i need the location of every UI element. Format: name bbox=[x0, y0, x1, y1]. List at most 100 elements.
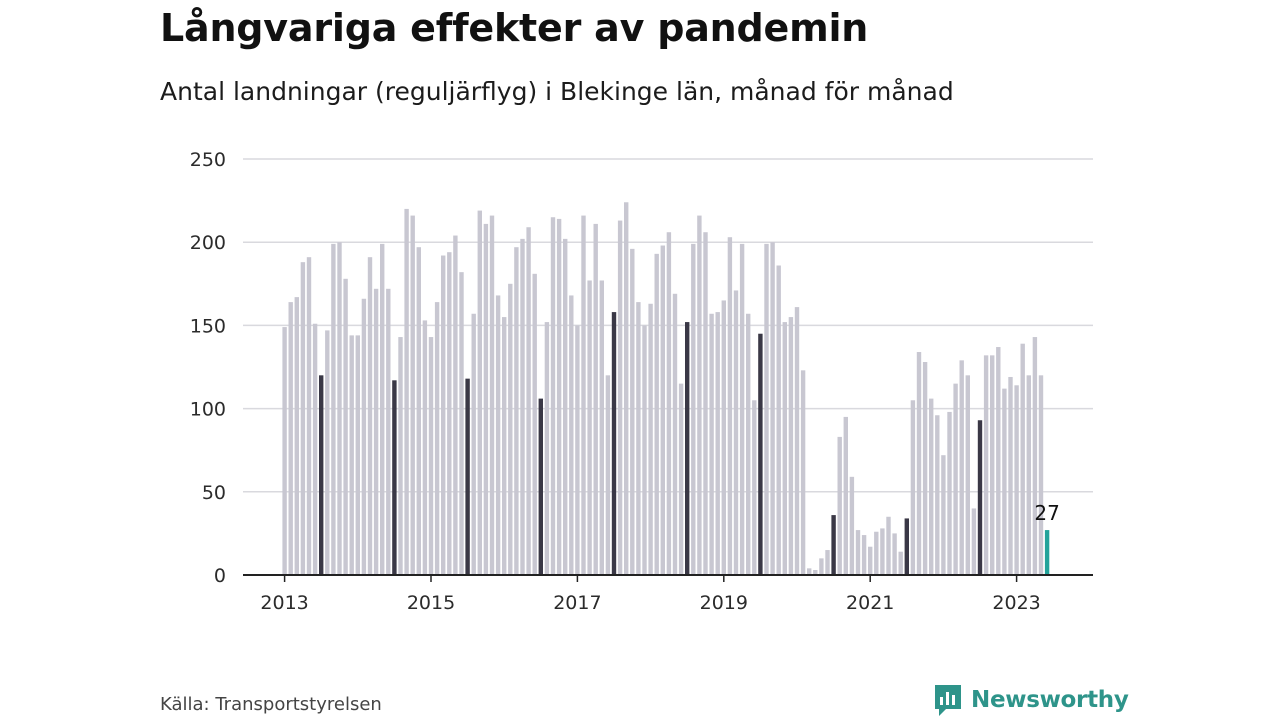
bar bbox=[794, 307, 800, 575]
bar bbox=[563, 238, 568, 575]
bar bbox=[447, 252, 452, 575]
bar bbox=[526, 227, 531, 575]
bar bbox=[685, 322, 690, 575]
bar bbox=[617, 220, 623, 575]
bar bbox=[544, 322, 550, 575]
bar bbox=[465, 378, 470, 575]
bar bbox=[331, 243, 336, 575]
bar bbox=[380, 243, 385, 575]
bar bbox=[1038, 375, 1044, 575]
y-tick-label: 150 bbox=[190, 315, 226, 337]
bar bbox=[953, 383, 958, 575]
bar bbox=[410, 215, 415, 576]
bar bbox=[593, 223, 598, 575]
bar bbox=[630, 248, 635, 575]
bar bbox=[489, 215, 495, 576]
bar bbox=[807, 568, 812, 575]
bar bbox=[837, 436, 842, 575]
x-tick-label: 2017 bbox=[553, 592, 601, 614]
bar bbox=[636, 302, 641, 575]
x-tick-label: 2019 bbox=[700, 592, 748, 614]
bar bbox=[319, 375, 324, 575]
bar bbox=[715, 312, 720, 575]
bar bbox=[849, 476, 855, 575]
bar bbox=[941, 455, 946, 575]
bar bbox=[1020, 343, 1025, 575]
bar bbox=[703, 232, 708, 575]
bar bbox=[349, 335, 354, 575]
bar bbox=[508, 283, 513, 575]
bar bbox=[1044, 530, 1050, 575]
bar bbox=[764, 243, 769, 575]
x-tick-label: 2013 bbox=[260, 592, 308, 614]
bar bbox=[459, 272, 464, 575]
bar bbox=[428, 337, 434, 575]
bar bbox=[727, 237, 733, 575]
bar bbox=[825, 550, 830, 575]
y-tick-label: 250 bbox=[190, 149, 226, 171]
bar bbox=[996, 347, 1001, 575]
bar bbox=[550, 217, 556, 576]
bar bbox=[514, 247, 519, 575]
bar bbox=[483, 223, 489, 575]
x-tick-label: 2023 bbox=[992, 592, 1040, 614]
bar bbox=[776, 265, 781, 575]
bar bbox=[874, 531, 879, 575]
bar bbox=[1032, 337, 1038, 575]
bar bbox=[398, 337, 403, 575]
bar bbox=[971, 508, 977, 575]
bar bbox=[386, 288, 391, 575]
bar bbox=[312, 323, 318, 575]
bar bbox=[495, 295, 501, 575]
bar bbox=[898, 551, 903, 575]
bar bbox=[965, 375, 970, 575]
bar bbox=[1014, 385, 1019, 575]
bar bbox=[977, 420, 983, 575]
bar bbox=[532, 273, 537, 575]
bar bbox=[855, 530, 861, 575]
bar bbox=[1008, 376, 1013, 575]
bar bbox=[861, 535, 867, 575]
bar bbox=[770, 242, 775, 575]
bar bbox=[788, 317, 794, 575]
y-tick-label: 0 bbox=[214, 565, 226, 587]
bar bbox=[1002, 388, 1007, 575]
bar bbox=[739, 243, 745, 575]
bar bbox=[416, 247, 421, 575]
brand-name: Newsworthy bbox=[971, 687, 1129, 713]
bar bbox=[392, 380, 397, 575]
bar bbox=[990, 355, 995, 575]
bar bbox=[556, 218, 562, 576]
bar bbox=[752, 400, 757, 575]
bar bbox=[325, 330, 330, 575]
bar bbox=[697, 215, 702, 576]
bar bbox=[892, 533, 897, 575]
bar bbox=[843, 416, 848, 575]
bar bbox=[605, 375, 611, 575]
bar bbox=[672, 293, 678, 575]
bar bbox=[581, 215, 586, 576]
latest-value-label: 27 bbox=[1034, 501, 1059, 525]
bar bbox=[916, 352, 922, 575]
source-note: Källa: Transportstyrelsen bbox=[160, 694, 382, 715]
bar bbox=[367, 257, 373, 575]
bar bbox=[282, 327, 287, 575]
bar bbox=[983, 355, 989, 575]
bar bbox=[434, 302, 440, 575]
bar bbox=[502, 317, 507, 575]
bar bbox=[721, 300, 726, 575]
bar bbox=[666, 232, 672, 575]
bar bbox=[471, 313, 476, 575]
bar bbox=[337, 242, 342, 575]
bar bbox=[660, 245, 665, 575]
bar-chart: 0 50 100 150 200 250 2013 2015 2017 2019 2021 2023… bbox=[190, 149, 1093, 614]
bar bbox=[343, 278, 348, 575]
bar bbox=[800, 370, 806, 575]
bars bbox=[282, 202, 1050, 576]
bar bbox=[373, 288, 379, 575]
chart-title: Långvariga effekter av pandemin bbox=[160, 6, 869, 50]
bar bbox=[709, 313, 714, 575]
bar bbox=[1026, 375, 1031, 575]
bar bbox=[624, 202, 629, 575]
bar bbox=[886, 516, 891, 575]
